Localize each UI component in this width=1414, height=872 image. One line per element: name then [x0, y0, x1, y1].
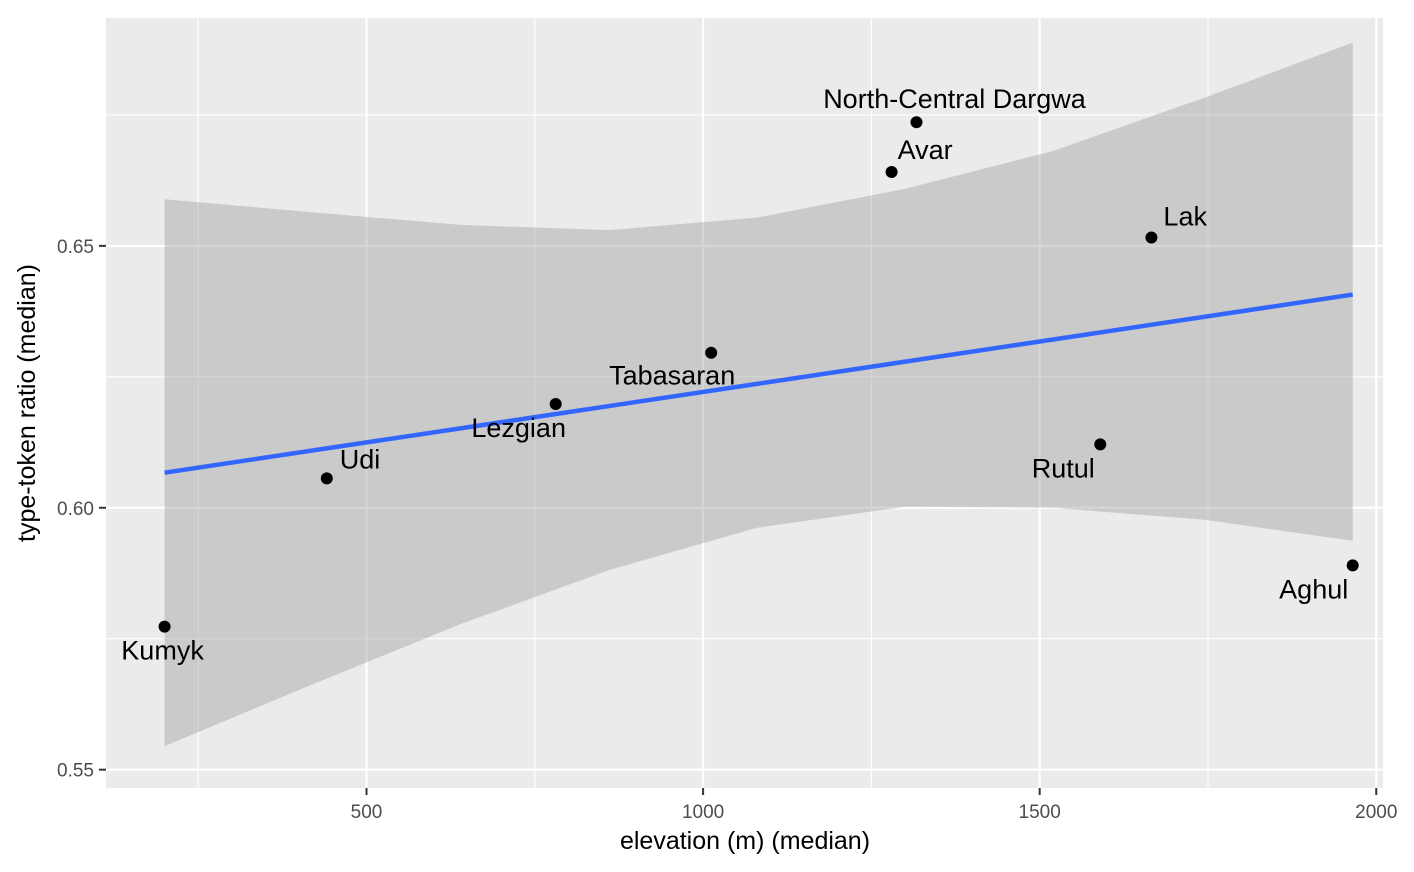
y-axis-title: type-token ratio (median)	[13, 264, 41, 542]
point-labels: Kumyk Udi Lezgian Tabasaran Avar North-Centra…	[121, 84, 1348, 665]
axes: 500 1000 1500 2000 0.55 0.60 0.65	[57, 237, 1397, 823]
grid	[106, 18, 1383, 788]
x-tick-label: 1500	[1019, 802, 1061, 823]
data-point-kumyk	[158, 620, 171, 633]
data-point-lezgian	[549, 398, 562, 411]
point-label-aghul: Aghul	[1279, 574, 1348, 604]
confidence-band	[164, 42, 1353, 747]
x-axis-title: elevation (m) (median)	[620, 827, 870, 855]
point-label-lezgian: Lezgian	[471, 413, 566, 443]
data-point-rutul	[1094, 438, 1107, 451]
data-point-avar	[885, 166, 898, 178]
data-point-tabasaran	[705, 346, 718, 359]
y-tick-label: 0.55	[57, 761, 94, 782]
plot-panel	[106, 18, 1383, 788]
point-label-lak: Lak	[1163, 201, 1207, 231]
data-point-aghul	[1346, 559, 1359, 572]
trend-line	[164, 292, 1354, 475]
point-label-rutul: Rutul	[1032, 453, 1095, 483]
y-tick-label: 0.60	[57, 499, 94, 520]
point-label-avar: Avar	[898, 135, 953, 165]
point-label-kumyk: Kumyk	[121, 636, 204, 666]
confidence-band-group	[164, 42, 1353, 747]
x-tick-label: 500	[351, 802, 383, 823]
data-point-north-central-dargwa	[910, 116, 923, 129]
y-tick-label: 0.65	[57, 237, 94, 258]
x-tick-label: 1000	[682, 802, 724, 823]
x-tick-label: 2000	[1355, 802, 1397, 823]
data-point-lak	[1145, 231, 1158, 244]
point-label-tabasaran: Tabasaran	[609, 361, 735, 391]
point-label-udi: Udi	[340, 444, 381, 474]
trend-line-group	[164, 292, 1354, 475]
data-point-udi	[320, 472, 333, 485]
point-label-north-central-dargwa: North-Central Dargwa	[823, 84, 1087, 114]
data-points	[158, 116, 1359, 633]
